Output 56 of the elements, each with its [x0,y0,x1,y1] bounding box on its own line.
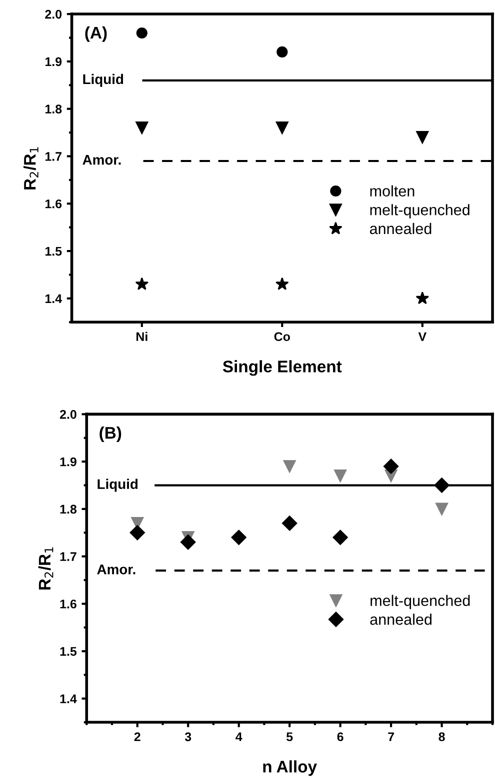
x-tick-label: V [418,332,426,341]
y-tick-label: 1.9 [60,457,76,466]
point [383,458,399,474]
point [334,470,347,482]
point [416,131,429,144]
ref-line-label: Amor. [82,155,121,165]
y-tick-label: 1.8 [60,504,77,514]
y-tick-label: 1.8 [45,104,62,114]
point [180,534,196,550]
point [130,525,145,540]
point [276,46,288,58]
x-tick-label: 3 [184,732,192,742]
point [416,291,430,304]
y-tick-label: 1.5 [60,647,77,656]
point [283,460,296,473]
y-tick-label: 1.6 [60,600,76,608]
point [282,516,298,531]
y-tick-label: 1.6 [45,199,62,208]
x-axis-title: n Alloy [263,760,317,776]
text: (A) [85,26,107,42]
y-tick-label: 2.0 [45,10,62,19]
point [231,530,246,545]
legend-label: annealed [370,614,432,625]
x-tick-label: 4 [236,732,242,742]
y-tick-label: 1.4 [45,294,62,303]
y-tick-label: 1.5 [45,246,62,256]
legend-label: melt-quenched [370,204,470,218]
y-tick-label: 1.4 [60,694,77,704]
legend-label: molten [370,185,414,196]
x-tick-label: Ni [136,332,148,341]
x-tick-label: 5 [286,732,293,742]
point [276,277,289,290]
x-tick-label: 6 [337,732,344,742]
x-tick-label: 7 [388,732,394,742]
y-tick-label: 2.0 [60,410,76,419]
legend-label: annealed [370,222,432,234]
ref-line-label: Liquid [83,74,124,87]
point [276,122,288,134]
ref-line-label: Amor. [97,564,136,574]
point [135,277,149,290]
point [436,502,448,516]
x-tick-label: 8 [438,732,445,742]
annotation: (B) [100,426,122,442]
y-axis-title: R$_{2}$/R$_{1}$ [38,547,54,590]
point [332,530,348,545]
x-tick-label: Co [274,332,290,342]
legend-label: melt-quenched [370,594,470,610]
x-tick-label: 2 [134,732,140,742]
y-tick-label: 1.7 [45,152,62,161]
point [136,27,148,39]
y-tick-label: 1.7 [60,552,76,561]
point [136,122,148,134]
y-tick-label: 1.9 [45,57,62,66]
x-axis-title: Single Element [222,360,342,376]
y-axis-title: R$_{2}$/R$_{1}$ [23,147,38,190]
ref-line-label: Liquid [98,478,138,492]
